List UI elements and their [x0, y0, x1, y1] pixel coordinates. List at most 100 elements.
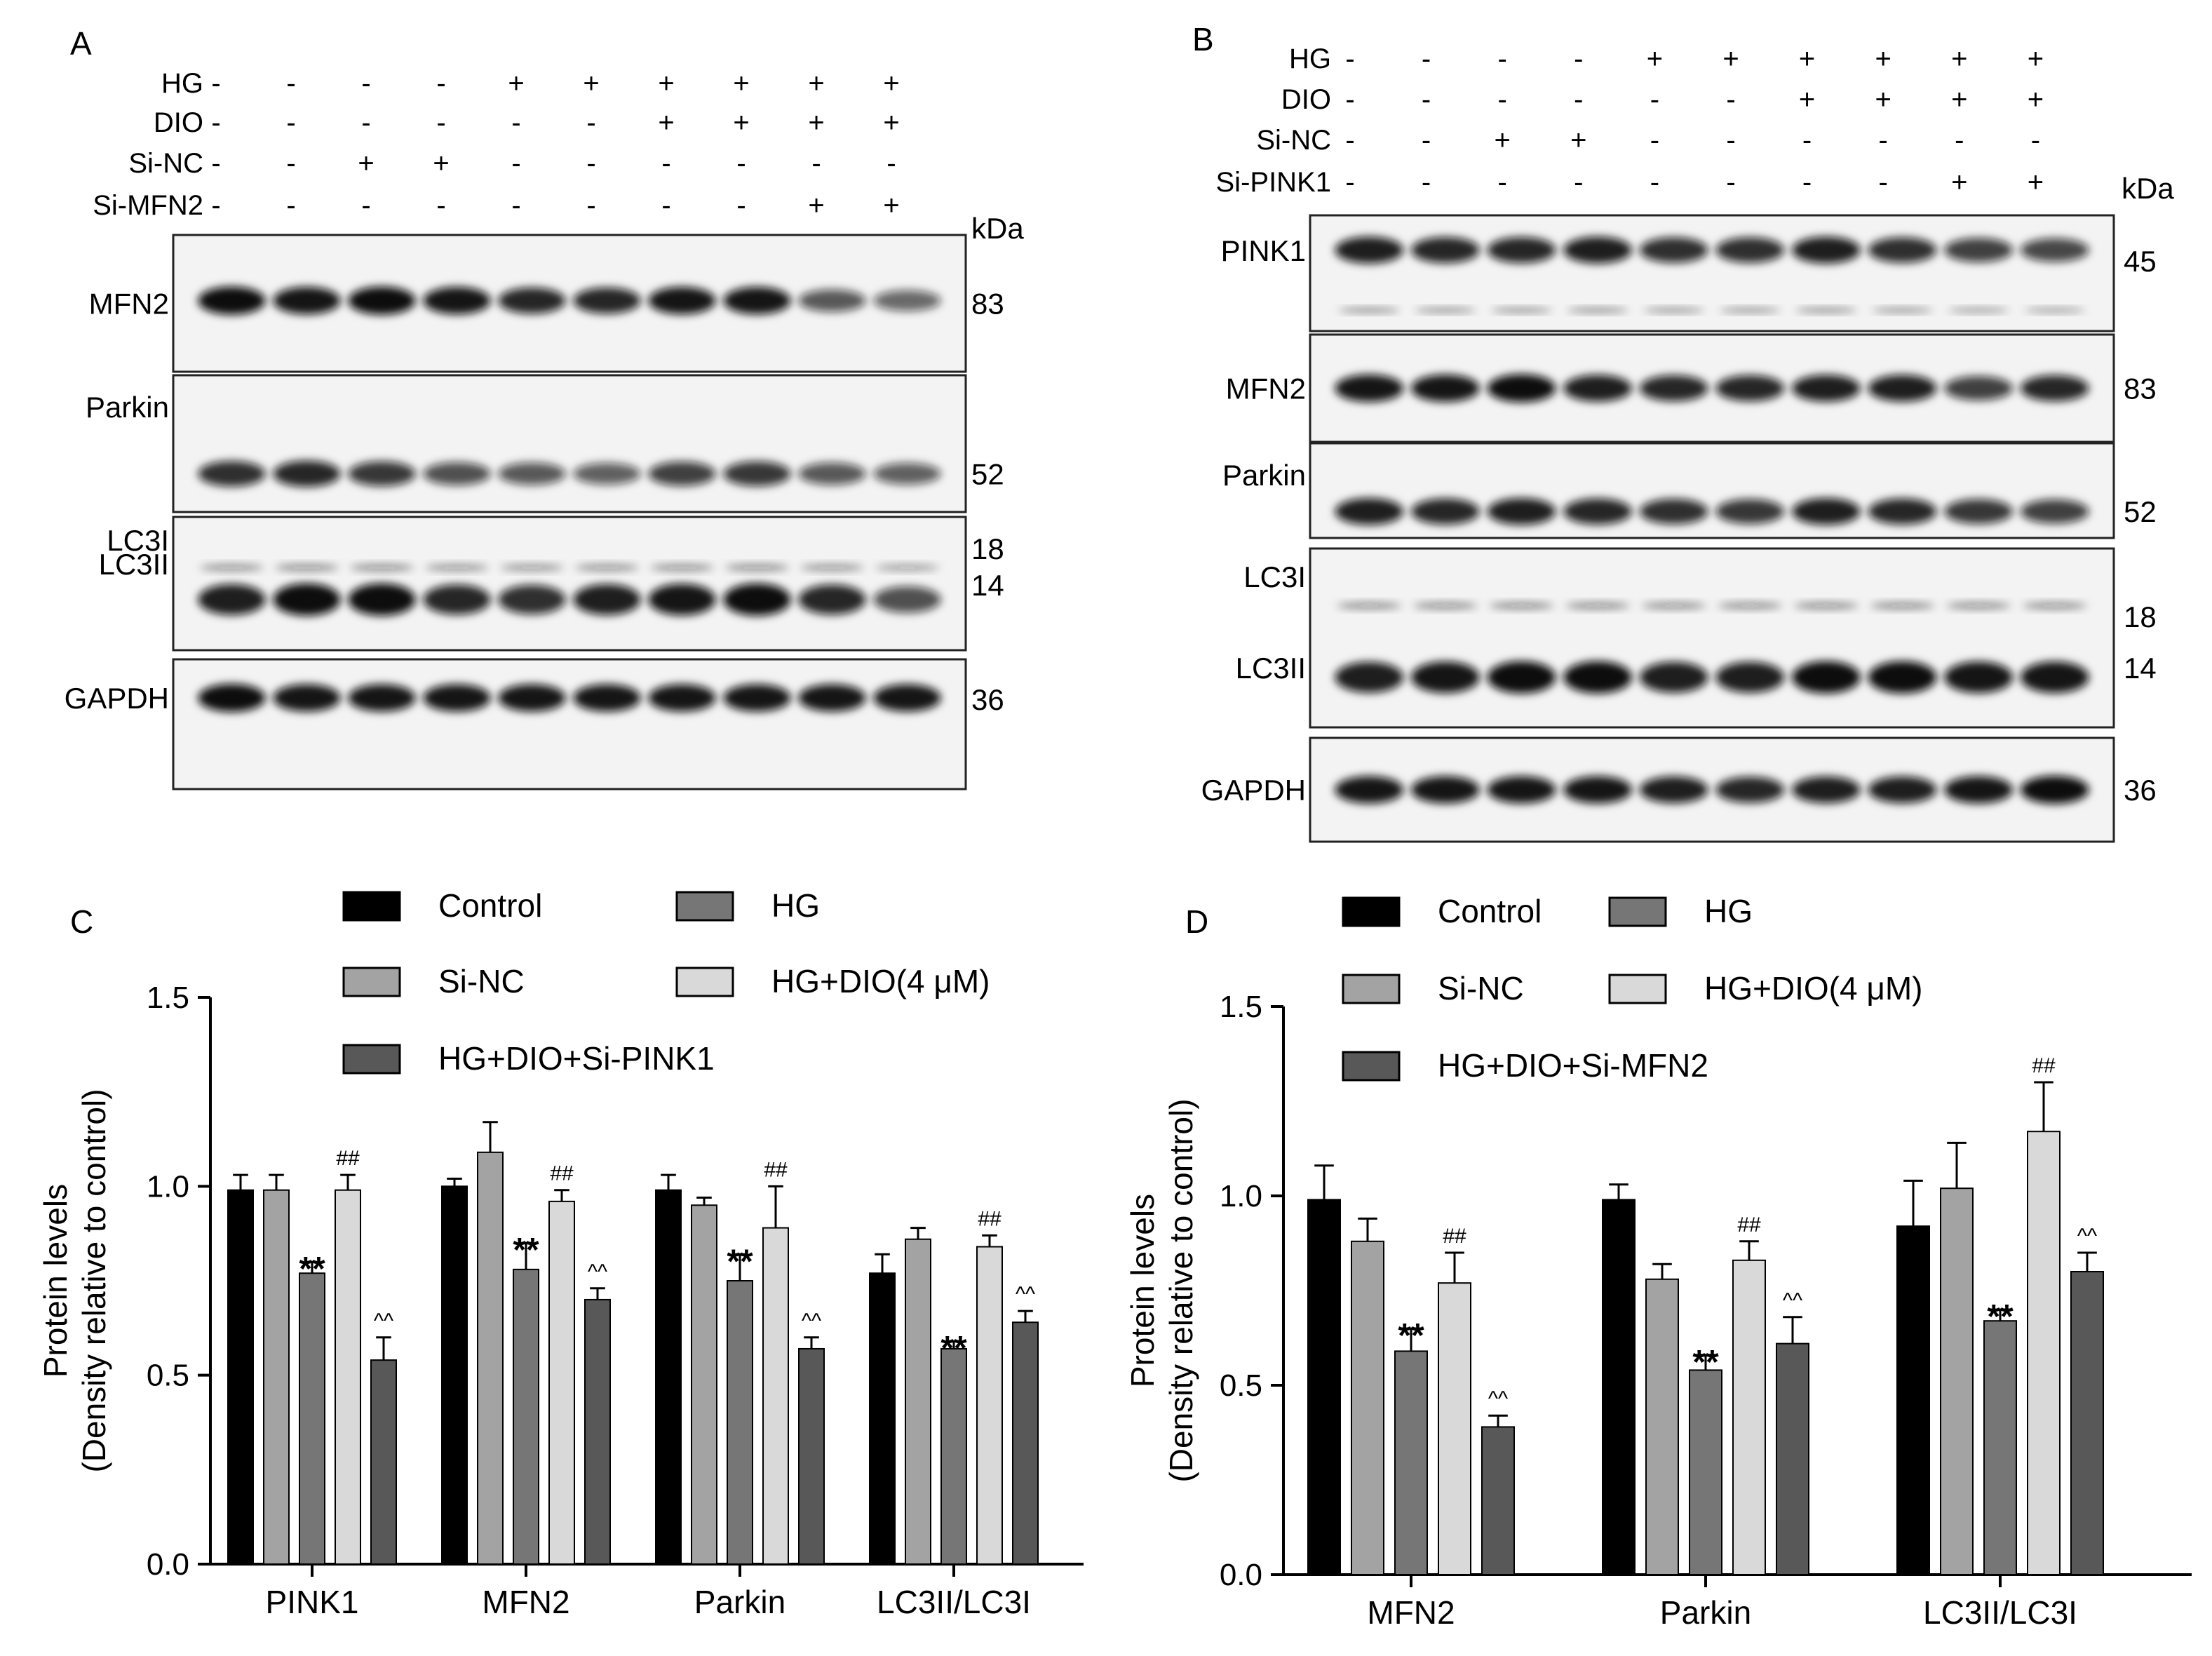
blot-1-row-2-band-6: [573, 462, 641, 485]
y-tick-label-3: 1.0: [1220, 1179, 1262, 1213]
blot-2-row-4-band-upper-4: [1565, 602, 1631, 610]
blot-2-row-2-band-5: [1639, 375, 1708, 402]
bar-chart-d: D Control HG Si-NC HG+DIO(4 μM) HG+DIO+Si-MFN…: [1124, 893, 2192, 1631]
y-tick-label-4: 1.5: [147, 981, 189, 1015]
blot-2-row-1-band-lower-7: [1795, 307, 1857, 313]
condition-label-3: Si-NC: [1256, 125, 1331, 156]
blot-1-row-3-band-upper-5: [500, 564, 564, 571]
condition-sign-2-4: -: [436, 107, 445, 138]
blot-2-row-1-band-lower-6: [1719, 308, 1781, 313]
blot-2-row-2-band-3: [1487, 374, 1556, 403]
significance-mark-2-3: **: [513, 1232, 539, 1269]
blot-1-row-1-band-9: [798, 289, 866, 312]
condition-sign-1-5: +: [508, 68, 524, 99]
condition-sign-2-2: -: [286, 107, 295, 138]
condition-sign-3-1: -: [1345, 125, 1354, 156]
condition-sign-4-10: +: [2028, 167, 2044, 198]
bar-control-mfn2: [1307, 1199, 1341, 1575]
condition-sign-1-8: +: [1875, 43, 1891, 74]
legend-swatch-5: [1342, 1051, 1401, 1082]
blot-1-row-3-band-lower-2: [273, 583, 341, 616]
blot-1-row-3-band-upper-4: [425, 564, 489, 571]
y-tick-label-2: 0.5: [147, 1359, 189, 1393]
bar-hg-mfn2: [513, 1268, 539, 1565]
blot-2-row-1-band-5: [1639, 237, 1708, 263]
blot-1-row-3-band-lower-5: [498, 584, 566, 614]
condition-sign-2-1: -: [1345, 84, 1354, 115]
blot-1-row-1-band-6: [573, 287, 641, 314]
blot-2-row-4-band-upper-8: [1870, 602, 1935, 610]
bar-hg-dio-si-pink1-pink1: [370, 1359, 397, 1565]
blot-2-row-1-band-3: [1487, 236, 1556, 264]
condition-sign-1-4: -: [436, 68, 445, 99]
condition-sign-2-6: -: [1726, 84, 1735, 115]
blot-1-row-1-band-7: [648, 287, 716, 315]
blot-2-row-1-band-7: [1792, 236, 1861, 264]
significance-mark-2-4: ##: [1737, 1213, 1761, 1237]
blot-1-row-1-band-4: [423, 287, 491, 315]
condition-sign-1-9: +: [808, 68, 824, 99]
blot-2-row-4-band-upper-3: [1489, 602, 1554, 610]
condition-sign-3-1: -: [211, 148, 220, 179]
blot-2-row-4-band-lower-5: [1639, 661, 1708, 693]
blot-label-pink1: PINK1: [1221, 234, 1306, 267]
blot-2-row-4-band-lower-7: [1792, 661, 1861, 694]
blot-2-row-5-band-2: [1411, 776, 1480, 804]
blot-2-row-1-band-10: [2020, 238, 2089, 262]
kda-value: 36: [971, 683, 1004, 716]
blot-2-row-3-band-6: [1715, 499, 1785, 524]
bar-si-nc-lc3ii-lc3i: [1940, 1187, 1974, 1575]
bar-hg-dio-si-mfn2-parkin: [1776, 1342, 1809, 1575]
significance-mark-2-5: ^^: [1783, 1289, 1802, 1312]
blot-2-row-4-band-lower-3: [1487, 661, 1556, 694]
blot-2-row-3-band-2: [1411, 498, 1480, 525]
panel-letter-a: A: [70, 25, 92, 62]
blot-1-row-4-band-2: [273, 684, 341, 712]
blot-2-row-4-band-lower-8: [1868, 661, 1937, 694]
blot-2-row-4-band-lower-1: [1335, 661, 1404, 693]
blot-2-row-5-band-1: [1335, 776, 1404, 804]
condition-sign-2-3: -: [1498, 84, 1507, 115]
legend-swatch-3: [342, 967, 401, 997]
legend-swatch-2: [1608, 896, 1667, 927]
condition-sign-3-6: -: [1726, 125, 1735, 156]
significance-mark-1-3: **: [299, 1251, 325, 1288]
blot-2-row-5-band-7: [1792, 776, 1861, 804]
bar-hg-parkin: [1689, 1369, 1722, 1576]
legend-swatch-1: [342, 891, 401, 922]
legend-label-1: Control: [1438, 893, 1542, 929]
condition-sign-1-10: +: [2028, 43, 2044, 74]
condition-sign-3-5: -: [1650, 125, 1659, 156]
condition-sign-2-2: -: [1422, 84, 1431, 115]
significance-mark-3-4: ##: [2032, 1054, 2056, 1077]
blot-1-row-3-band-upper-3: [350, 564, 414, 571]
condition-sign-3-4: +: [433, 148, 449, 179]
bar-control-lc3ii-lc3i: [1896, 1225, 1930, 1575]
blot-2-row-1-band-lower-5: [1643, 308, 1705, 313]
legend-swatch-5: [342, 1044, 401, 1075]
blot-2-row-4-band-upper-9: [1945, 603, 2011, 610]
condition-label-2: DIO: [154, 107, 203, 138]
kda-value: 14: [2124, 652, 2157, 685]
condition-label-2: DIO: [1281, 84, 1331, 115]
condition-label-3: Si-NC: [128, 148, 203, 179]
condition-sign-1-6: +: [1722, 43, 1739, 74]
blot-membrane-4: [1309, 547, 2115, 729]
blot-label-lc3i: LC3I: [1243, 560, 1306, 593]
bar-control-mfn2: [441, 1185, 468, 1566]
condition-sign-3-8: -: [1879, 125, 1888, 156]
significance-mark-3-5: ^^: [802, 1310, 821, 1333]
bar-control-pink1: [227, 1189, 254, 1565]
bar-si-nc-parkin: [1645, 1278, 1679, 1576]
legend-label-4: HG+DIO(4 μM): [1704, 970, 1922, 1007]
blot-2-row-4-band-upper-1: [1337, 603, 1402, 610]
blot-2-row-4-band-lower-6: [1715, 661, 1785, 693]
blot-2-row-3-band-7: [1792, 498, 1861, 525]
kda-value: 45: [2124, 245, 2157, 278]
blot-1-row-3-band-lower-10: [873, 586, 941, 613]
condition-sign-3-6: -: [586, 148, 595, 179]
condition-sign-1-10: +: [883, 68, 899, 99]
blot-2-row-1-band-6: [1715, 237, 1785, 263]
blot-1-row-4-band-8: [723, 684, 791, 712]
